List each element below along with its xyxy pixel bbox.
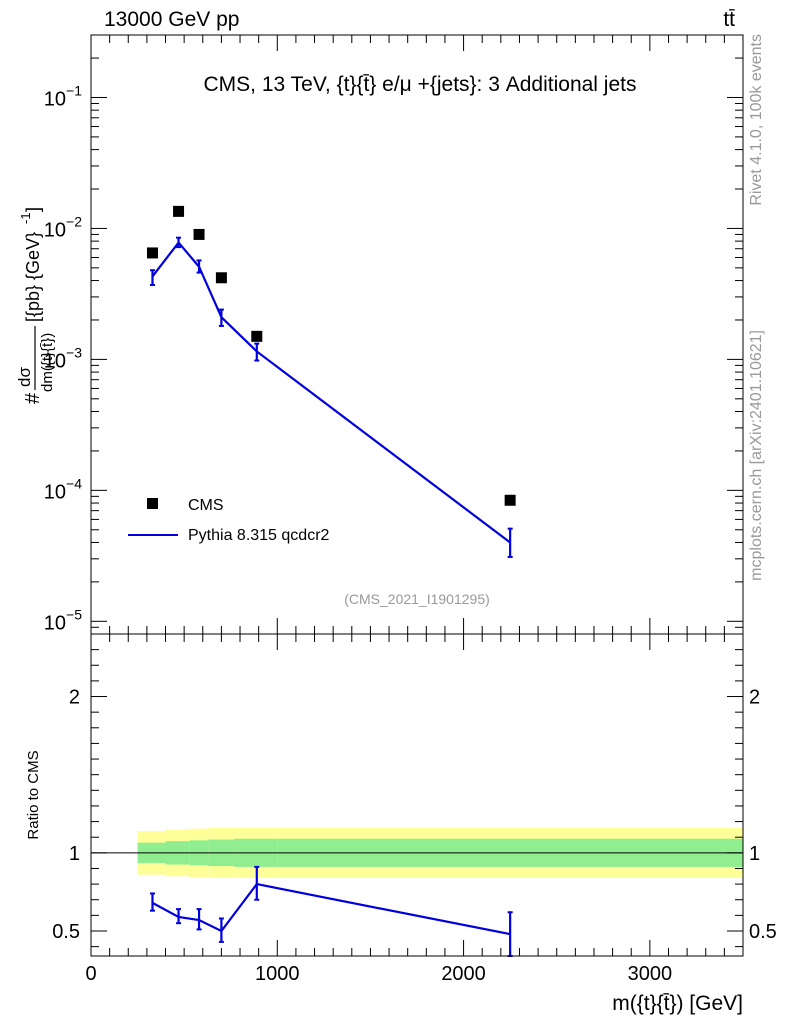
main-y-label-units: [{pb} {GeV} <box>23 232 43 322</box>
ratio-mc-line <box>151 882 511 936</box>
main-panel: 10−1 10−2 10−3 10−4 10−5 CMS, 13 TeV, {t}{t̄… <box>15 34 744 635</box>
ratio-y-tick-label: 2 <box>69 687 80 709</box>
main-y-tick-label: 10−2 <box>44 213 82 241</box>
main-y-tick-labels: 10−1 10−2 10−3 10−4 10−5 <box>44 82 82 634</box>
main-mc-series <box>149 236 513 558</box>
main-y-label-hash: # <box>22 392 44 404</box>
x-tick-label: 2000 <box>441 963 486 985</box>
header-right: tt̄ <box>723 8 735 31</box>
ratio-y-tick-label: 1 <box>69 843 80 865</box>
ratio-axis-ticks <box>90 633 744 956</box>
ratio-y-tick-label-right: 1 <box>749 843 760 865</box>
x-tick-label: 1000 <box>255 963 300 985</box>
x-tick-label: 0 <box>85 963 96 985</box>
legend-mc-label: Pythia 8.315 qcdcr2 <box>188 527 330 544</box>
header-left: 13000 GeV pp <box>104 8 239 31</box>
main-frame <box>90 34 744 635</box>
main-data-series <box>146 205 516 506</box>
ratio-panel: 0.5 0.5 1 1 2 2 0 1000 2000 3000 Ratio to CMS m({… <box>25 633 777 1015</box>
main-y-label-close: ] <box>23 207 43 212</box>
watermark: (CMS_2021_I1901295) <box>344 591 490 607</box>
ratio-y-tick-label-right: 0.5 <box>749 921 777 943</box>
x-tick-label: 3000 <box>628 963 673 985</box>
mc-line <box>151 240 511 544</box>
main-y-tick-label: 10−3 <box>44 344 82 372</box>
main-y-tick-label: 10−5 <box>44 606 82 634</box>
cms-data-point <box>173 205 185 217</box>
main-y-tick-label: 10−4 <box>44 475 82 503</box>
legend-cms-label: CMS <box>188 497 224 514</box>
cms-data-point <box>504 494 516 506</box>
main-y-label-denominator: dm({t}{t̄}) <box>39 333 56 392</box>
main-y-label-exp: -1 <box>18 212 33 224</box>
main-y-label-numerator: dσ <box>15 367 34 387</box>
ratio-mc-series <box>149 865 513 957</box>
ratio-frame <box>90 633 744 957</box>
ratio-y-tick-label: 0.5 <box>52 921 80 943</box>
ratio-y-label: Ratio to CMS <box>25 750 42 839</box>
cms-data-point <box>215 272 227 284</box>
ratio-y-tick-label-right: 2 <box>749 687 760 709</box>
legend: CMS Pythia 8.315 qcdcr2 <box>128 497 330 544</box>
mcplots-label: mcplots.cern.ch [arXiv:2401.10621] <box>748 330 765 581</box>
cms-data-point <box>251 330 263 342</box>
cms-data-point <box>146 247 158 259</box>
rivet-label: Rivet 4.1.0, 100k events <box>748 34 765 206</box>
main-y-label: # dσ dm({t}{t̄}) [{pb} {GeV} -1 ] <box>15 207 56 404</box>
cms-data-point <box>193 228 205 240</box>
main-axis-ticks <box>90 35 744 635</box>
x-axis-label: m({t}{t̄}) [GeV] <box>612 992 743 1015</box>
main-y-tick-label: 10−1 <box>44 82 82 110</box>
main-title: CMS, 13 TeV, {t}{t̄} e/μ +{jets}: 3 Addi… <box>204 73 637 96</box>
legend-cms-marker <box>147 498 158 509</box>
ratio-tick-labels: 0.5 0.5 1 1 2 2 0 1000 2000 3000 <box>52 687 777 985</box>
